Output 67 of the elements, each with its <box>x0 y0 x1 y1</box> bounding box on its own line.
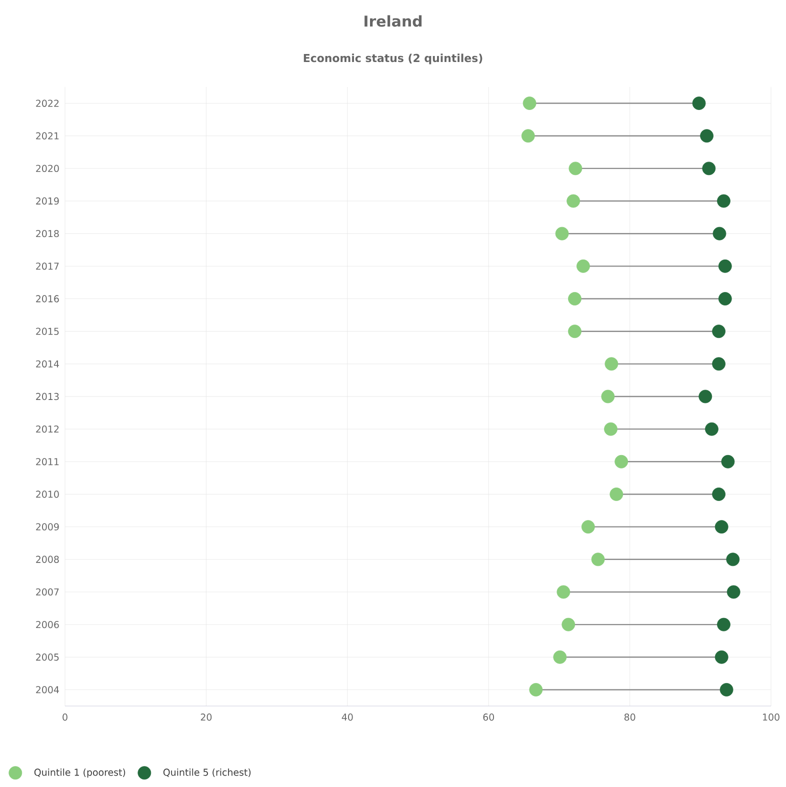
point <box>718 259 732 273</box>
point <box>726 552 740 566</box>
point <box>702 162 716 176</box>
y-tick-label: 2019 <box>36 197 59 205</box>
y-tick-label: 2008 <box>36 556 59 563</box>
point <box>718 292 732 306</box>
y-tick-label: 2012 <box>36 425 59 433</box>
point <box>601 390 615 404</box>
point <box>581 520 595 534</box>
x-tick-label: 0 <box>62 714 68 721</box>
point <box>698 390 712 404</box>
point <box>720 683 734 696</box>
y-tick-label: 2015 <box>36 328 59 335</box>
point <box>712 324 726 338</box>
point <box>721 454 735 468</box>
x-tick-label: 60 <box>483 714 494 721</box>
point <box>576 259 590 273</box>
y-tick-label: 2005 <box>36 654 59 661</box>
y-tick-label: 2004 <box>36 686 59 694</box>
chart-subtitle: Economic status (2 quintiles) <box>304 54 482 64</box>
x-tick-label: 40 <box>342 714 353 721</box>
point <box>556 585 570 599</box>
y-tick-label: 2020 <box>36 164 59 172</box>
y-tick-label: 2013 <box>36 392 59 400</box>
point <box>714 650 728 664</box>
y-tick-label: 2011 <box>36 458 59 466</box>
x-tick-label: 20 <box>200 714 212 721</box>
y-tick-label: 2010 <box>36 490 59 498</box>
point <box>568 324 582 338</box>
point <box>717 194 730 208</box>
point <box>521 129 535 143</box>
legend-label: Quintile 1 (poorest) <box>34 768 126 778</box>
point <box>566 194 580 208</box>
point <box>555 226 569 240</box>
point <box>568 292 582 306</box>
point <box>610 488 624 501</box>
point <box>591 552 605 566</box>
point <box>714 520 728 534</box>
point <box>705 422 718 436</box>
y-tick-label: 2022 <box>36 100 59 107</box>
point <box>522 96 536 110</box>
point <box>726 585 740 599</box>
chart-title: Ireland <box>364 15 422 27</box>
point <box>604 357 618 371</box>
y-tick-label: 2009 <box>36 523 59 530</box>
x-tick-label: 100 <box>763 714 780 721</box>
y-tick-label: 2017 <box>36 262 59 270</box>
x-tick-label: 80 <box>624 714 636 721</box>
point <box>553 650 567 664</box>
y-tick-label: 2016 <box>36 295 59 302</box>
point <box>692 96 706 110</box>
point <box>712 488 726 501</box>
point <box>712 226 726 240</box>
point <box>700 129 714 143</box>
point <box>529 683 543 696</box>
y-tick-label: 2007 <box>36 588 59 596</box>
point <box>604 422 618 436</box>
y-tick-label: 2018 <box>36 230 59 238</box>
y-tick-label: 2014 <box>36 360 59 368</box>
point <box>614 454 628 468</box>
point <box>717 618 730 632</box>
point <box>562 618 576 632</box>
y-tick-label: 2021 <box>36 132 59 140</box>
point <box>712 357 726 371</box>
legend-label: Quintile 5 (richest) <box>163 768 251 777</box>
point <box>568 162 582 176</box>
y-tick-label: 2006 <box>36 620 59 628</box>
